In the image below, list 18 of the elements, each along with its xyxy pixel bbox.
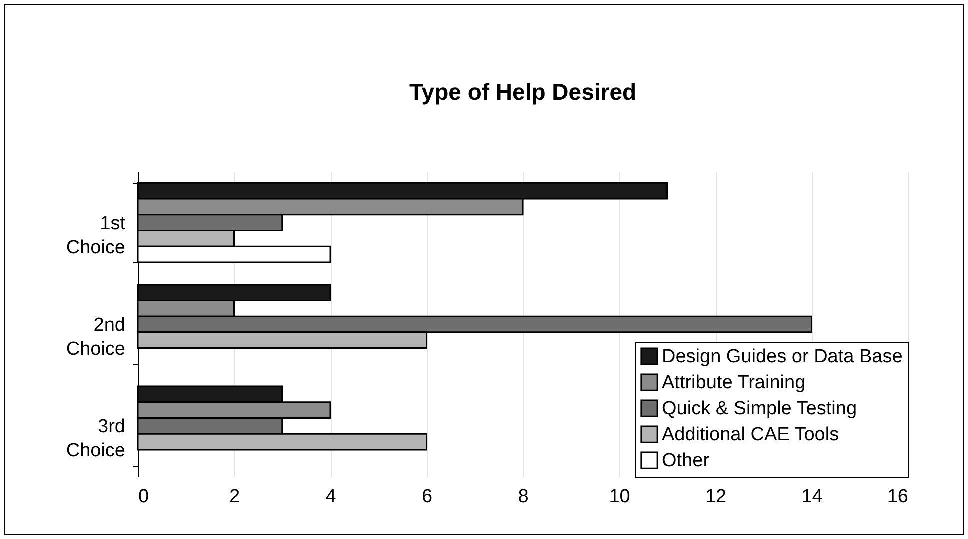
legend-label: Quick & Simple Testing bbox=[662, 398, 858, 420]
y-tick-label: 2nd Choice bbox=[66, 315, 126, 360]
chart-title: Type of Help Desired bbox=[409, 79, 637, 105]
x-tick-label: 10 bbox=[609, 486, 630, 508]
x-tick-label: 2 bbox=[229, 486, 240, 508]
legend-label: Attribute Training bbox=[662, 372, 806, 394]
x-tick-label: 14 bbox=[802, 486, 824, 508]
x-tick-label: 4 bbox=[326, 486, 337, 508]
y-tick-label: 1st Choice bbox=[66, 213, 126, 258]
x-tick-label: 6 bbox=[422, 486, 433, 508]
legend-label: Additional CAE Tools bbox=[662, 424, 840, 446]
legend-label: Other bbox=[662, 450, 710, 472]
x-tick-label: 0 bbox=[138, 486, 150, 508]
x-tick-label: 16 bbox=[887, 486, 908, 508]
y-tick-label: 3rd Choice bbox=[66, 416, 126, 462]
x-tick-label: 12 bbox=[705, 486, 727, 508]
legend-label: Design Guides or Data Base bbox=[662, 346, 903, 368]
x-tick-label: 8 bbox=[518, 486, 529, 508]
